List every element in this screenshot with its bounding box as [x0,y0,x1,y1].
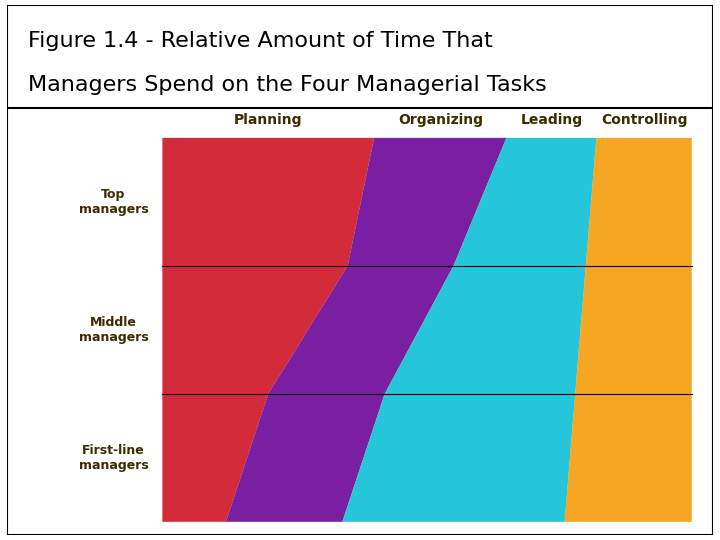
Text: Top
managers: Top managers [78,188,148,216]
Text: Middle
managers: Middle managers [78,316,148,344]
Text: Planning: Planning [234,113,302,127]
Text: Leading: Leading [521,113,582,127]
FancyBboxPatch shape [7,5,713,108]
FancyBboxPatch shape [7,108,713,535]
Polygon shape [226,138,506,522]
Polygon shape [564,138,692,522]
Text: Controlling: Controlling [600,113,688,127]
Text: Figure 1.4 - Relative Amount of Time That: Figure 1.4 - Relative Amount of Time Tha… [28,31,493,51]
Polygon shape [343,138,596,522]
Text: First-line
managers: First-line managers [78,444,148,472]
Text: Organizing: Organizing [397,113,483,127]
Polygon shape [163,138,374,522]
Bar [163,138,692,522]
Text: Managers Spend on the Four Managerial Tasks: Managers Spend on the Four Managerial Ta… [28,76,547,96]
